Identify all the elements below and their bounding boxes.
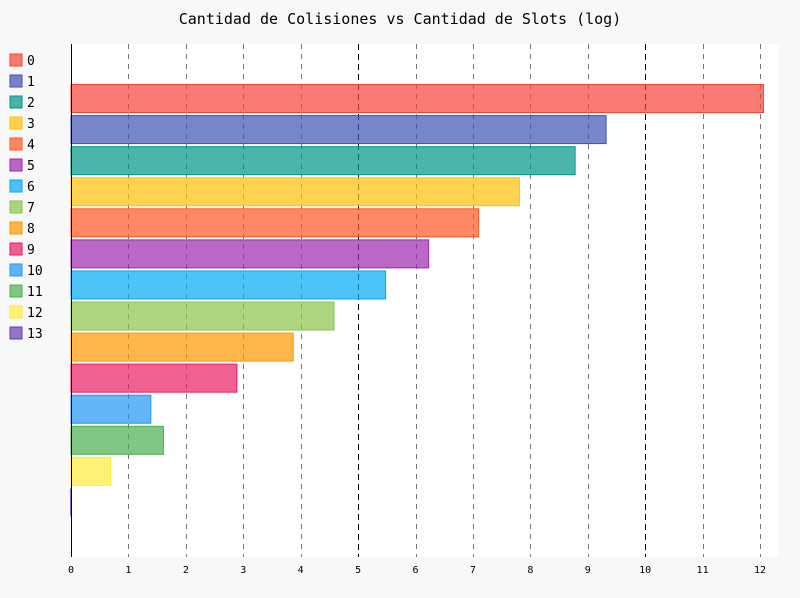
legend-swatch-11 — [9, 284, 23, 298]
x-tick-label: 7 — [470, 565, 476, 576]
legend-label: 8 — [27, 222, 35, 237]
legend-swatch-5 — [9, 158, 23, 172]
x-tick-label: 10 — [639, 565, 651, 576]
bar-series-5 — [70, 239, 430, 269]
bar-series-6 — [70, 270, 387, 300]
bar-series-8 — [70, 332, 294, 362]
legend-swatch-13 — [9, 326, 23, 340]
legend-swatch-2 — [9, 95, 23, 109]
bar-series-10 — [70, 394, 152, 424]
bar-series-1 — [70, 115, 607, 145]
legend-label: 11 — [27, 285, 43, 300]
legend-swatch-8 — [9, 221, 23, 235]
bar-series-0 — [70, 84, 764, 114]
legend-label: 2 — [27, 96, 35, 111]
bar-series-11 — [70, 425, 164, 455]
x-tick-label: 5 — [355, 565, 361, 576]
x-tick-label: 1 — [125, 565, 131, 576]
legend-swatch-7 — [9, 200, 23, 214]
legend-swatch-3 — [9, 116, 23, 130]
x-tick-label: 6 — [412, 565, 418, 576]
bar-series-2 — [70, 146, 576, 176]
legend-swatch-9 — [9, 242, 23, 256]
legend-label: 13 — [27, 327, 43, 342]
bar-series-3 — [70, 177, 520, 207]
legend-label: 12 — [27, 306, 43, 321]
legend-label: 3 — [27, 117, 35, 132]
legend-label: 9 — [27, 243, 35, 258]
legend-label: 4 — [27, 138, 35, 153]
legend-label: 1 — [27, 75, 35, 90]
x-tick-label: 9 — [585, 565, 591, 576]
legend-label: 7 — [27, 201, 35, 216]
x-tick-label: 12 — [754, 565, 766, 576]
legend-label: 5 — [27, 159, 35, 174]
x-tick-label: 3 — [240, 565, 246, 576]
legend-swatch-0 — [9, 53, 23, 67]
bar-series-12 — [70, 456, 112, 486]
legend-swatch-12 — [9, 305, 23, 319]
legend-swatch-6 — [9, 179, 23, 193]
legend-label: 6 — [27, 180, 35, 195]
x-tick-label: 8 — [527, 565, 533, 576]
chart-title: Cantidad de Colisiones vs Cantidad de Sl… — [179, 10, 622, 28]
legend-swatch-4 — [9, 137, 23, 151]
bar-series-9 — [70, 363, 238, 393]
x-axis-tick-labels: 0 1 2 3 4 5 6 7 8 9 10 11 12 — [68, 565, 766, 576]
legend-label: 0 — [27, 54, 35, 69]
bar-series-7 — [70, 301, 335, 331]
x-tick-label: 11 — [697, 565, 709, 576]
x-tick-label: 4 — [298, 565, 304, 576]
x-tick-label: 0 — [68, 565, 74, 576]
legend-label: 10 — [27, 264, 43, 279]
legend-swatch-10 — [9, 263, 23, 277]
legend-swatch-1 — [9, 74, 23, 88]
x-tick-label: 2 — [183, 565, 189, 576]
bar-series-4 — [70, 208, 480, 238]
